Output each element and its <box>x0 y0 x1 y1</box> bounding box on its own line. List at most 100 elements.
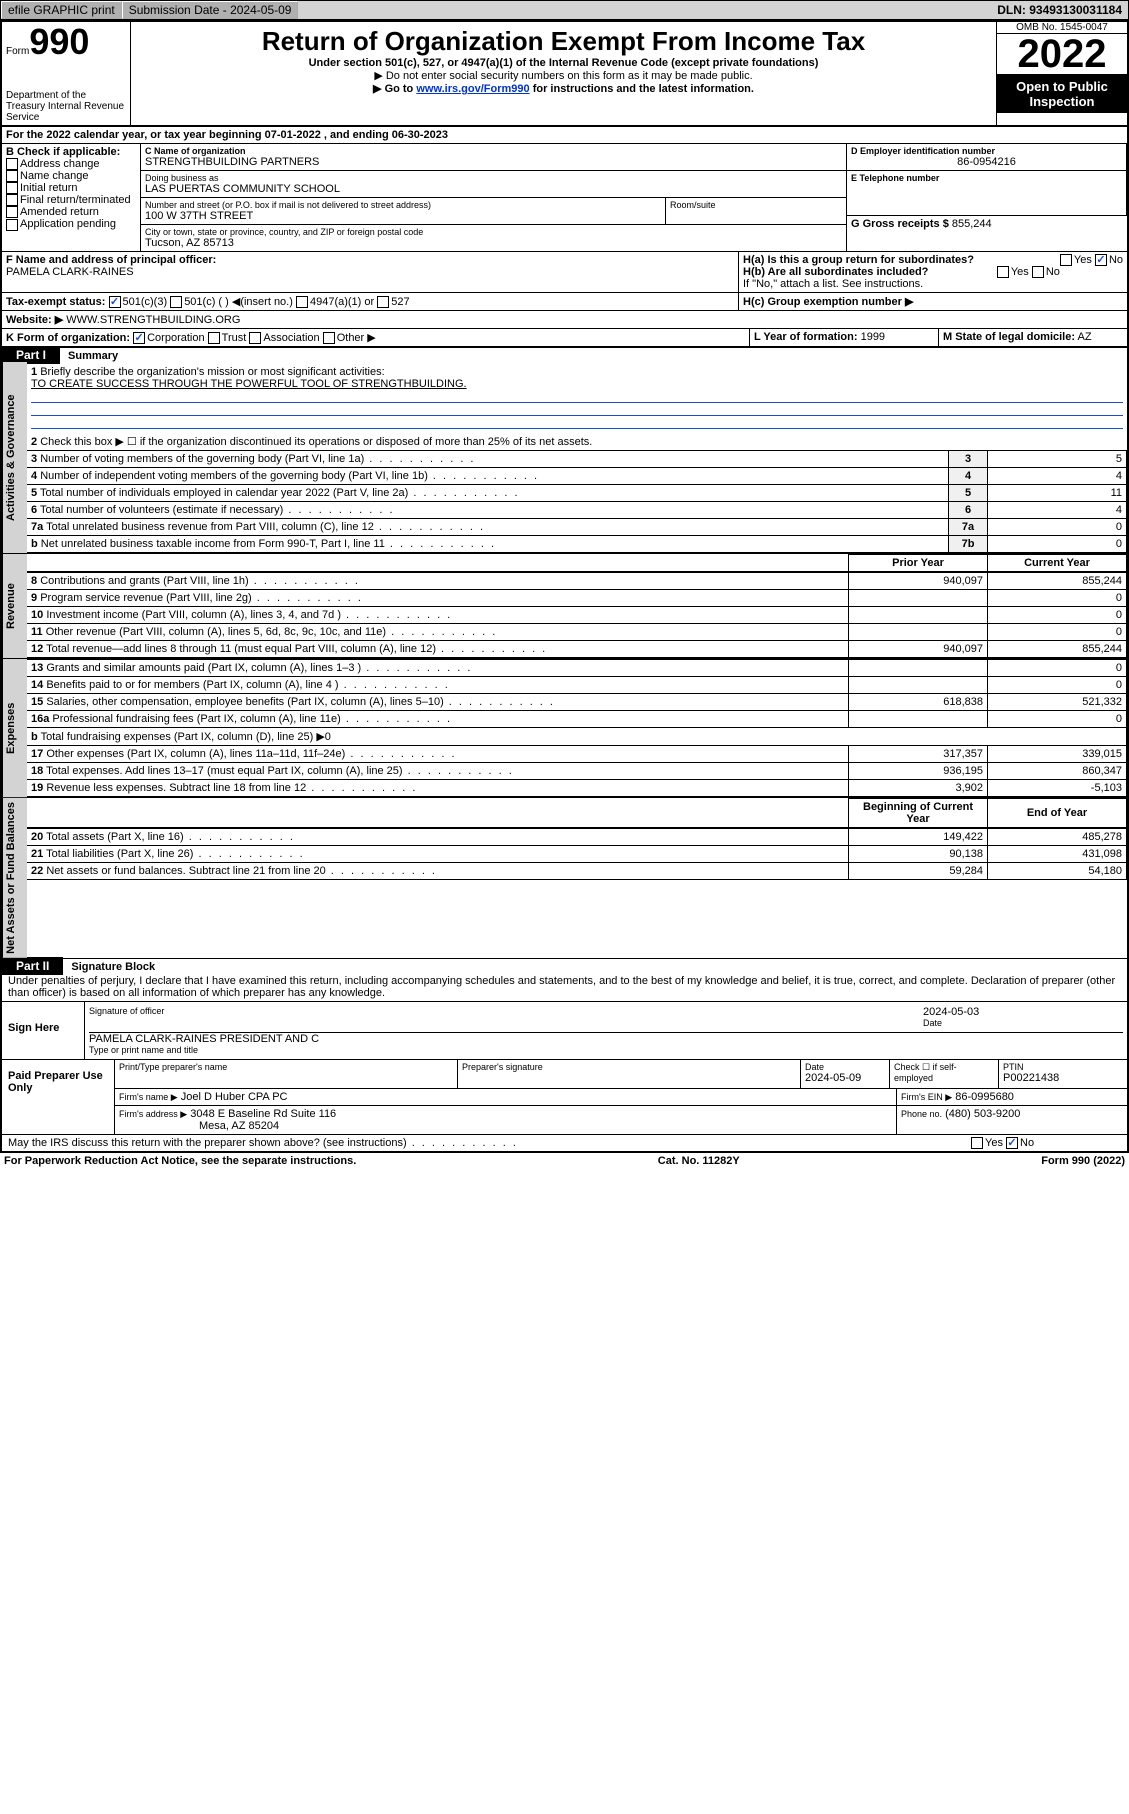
summary-line-17: Other expenses (Part IX, column (A), lin… <box>46 748 456 760</box>
f-label: F Name and address of principal officer: <box>6 254 734 266</box>
prep-sig-label: Preparer's signature <box>462 1062 796 1072</box>
check-other[interactable] <box>323 332 335 344</box>
tax-year: 2022 <box>997 33 1127 75</box>
prior-18: 936,195 <box>849 763 988 780</box>
summary-line-21: Total liabilities (Part X, line 26) <box>46 848 305 860</box>
prior-20: 149,422 <box>849 829 988 846</box>
ptin-label: PTIN <box>1003 1062 1123 1072</box>
summary-line-10: Investment income (Part VIII, column (A)… <box>46 609 452 621</box>
current-10: 0 <box>988 607 1127 624</box>
hb-label: H(b) Are all subordinates included? Yes … <box>743 266 1123 278</box>
org-name: STRENGTHBUILDING PARTNERS <box>145 156 842 168</box>
discuss-yes[interactable] <box>971 1137 983 1149</box>
irs-link[interactable]: www.irs.gov/Form990 <box>416 83 529 95</box>
summary-line-4: Number of independent voting members of … <box>40 470 539 482</box>
firm-ein: 86-0995680 <box>955 1091 1014 1103</box>
prior-15: 618,838 <box>849 694 988 711</box>
check-initial[interactable] <box>6 182 18 194</box>
note-link: ▶ Go to www.irs.gov/Form990 for instruct… <box>135 82 992 95</box>
summary-line-22: Net assets or fund balances. Subtract li… <box>46 865 437 877</box>
officer-name: PAMELA CLARK-RAINES <box>6 266 734 278</box>
current-year-header: Current Year <box>988 555 1127 572</box>
open-public-label: Open to Public Inspection <box>997 75 1127 113</box>
check-assoc[interactable] <box>249 332 261 344</box>
check-corp[interactable]: ✓ <box>133 332 145 344</box>
check-501c3[interactable]: ✓ <box>109 296 121 308</box>
summary-line-6: Total number of volunteers (estimate if … <box>40 504 395 516</box>
vtab-netassets: Net Assets or Fund Balances <box>2 798 27 958</box>
summary-line-16a: Professional fundraising fees (Part IX, … <box>52 713 452 725</box>
website-value: WWW.STRENGTHBUILDING.ORG <box>66 314 240 326</box>
summary-line-14: Benefits paid to or for members (Part IX… <box>46 679 449 691</box>
ha-no[interactable]: ✓ <box>1095 254 1107 266</box>
k-label: K Form of organization: <box>6 332 130 344</box>
line-key-7b: 7b <box>949 536 988 553</box>
ha-yes[interactable] <box>1060 254 1072 266</box>
prior-13 <box>849 660 988 677</box>
check-trust[interactable] <box>208 332 220 344</box>
line-val-7a: 0 <box>988 519 1127 536</box>
dba-value: LAS PUERTAS COMMUNITY SCHOOL <box>145 183 842 195</box>
form-number: 990 <box>29 21 89 62</box>
prior-22: 59,284 <box>849 863 988 880</box>
type-name-label: Type or print name and title <box>89 1045 1123 1055</box>
summary-line-8: Contributions and grants (Part VIII, lin… <box>40 575 360 587</box>
street-value: 100 W 37TH STREET <box>145 210 661 222</box>
current-18: 860,347 <box>988 763 1127 780</box>
top-toolbar: efile GRAPHIC print Submission Date - 20… <box>0 0 1129 20</box>
current-14: 0 <box>988 677 1127 694</box>
check-final[interactable] <box>6 194 18 206</box>
l-label: L Year of formation: <box>754 331 858 343</box>
begin-year-header: Beginning of Current Year <box>849 799 988 828</box>
check-4947[interactable] <box>296 296 308 308</box>
q2-label: Check this box ▶ ☐ if the organization d… <box>40 436 592 448</box>
form-title: Return of Organization Exempt From Incom… <box>135 26 992 57</box>
firm-name: Joel D Huber CPA PC <box>181 1091 288 1103</box>
cat-no: Cat. No. 11282Y <box>658 1155 740 1167</box>
state-domicile: AZ <box>1077 331 1091 343</box>
summary-line-12: Total revenue—add lines 8 through 11 (mu… <box>46 643 547 655</box>
summary-line-3: Number of voting members of the governin… <box>40 453 475 465</box>
check-pending[interactable] <box>6 219 18 231</box>
d-label: D Employer identification number <box>851 146 1122 156</box>
current-15: 521,332 <box>988 694 1127 711</box>
street-label: Number and street (or P.O. box if mail i… <box>145 200 661 210</box>
sig-date-label: Date <box>923 1018 1123 1028</box>
firm-city: Mesa, AZ 85204 <box>119 1120 892 1132</box>
prior-8: 940,097 <box>849 573 988 590</box>
hb-note: If "No," attach a list. See instructions… <box>743 278 1123 290</box>
prior-12: 940,097 <box>849 641 988 658</box>
c-name-label: C Name of organization <box>145 146 842 156</box>
check-amended[interactable] <box>6 206 18 218</box>
gross-receipts: 855,244 <box>952 218 992 230</box>
hb-no[interactable] <box>1032 266 1044 278</box>
prior-19: 3,902 <box>849 780 988 797</box>
line-val-4: 4 <box>988 468 1127 485</box>
room-label: Room/suite <box>670 200 842 210</box>
line-key-6: 6 <box>949 502 988 519</box>
officer-name-title: PAMELA CLARK-RAINES PRESIDENT AND C <box>89 1033 1123 1045</box>
sign-here-label: Sign Here <box>2 1002 85 1059</box>
summary-line-19: Revenue less expenses. Subtract line 18 … <box>46 782 417 794</box>
prep-date-value: 2024-05-09 <box>805 1072 885 1084</box>
line-key-4: 4 <box>949 468 988 485</box>
firm-phone: (480) 503-9200 <box>945 1108 1020 1120</box>
check-address[interactable] <box>6 158 18 170</box>
prep-name-label: Print/Type preparer's name <box>119 1062 453 1072</box>
discuss-no[interactable]: ✓ <box>1006 1137 1018 1149</box>
check-namechange[interactable] <box>6 170 18 182</box>
paperwork-notice: For Paperwork Reduction Act Notice, see … <box>4 1155 356 1167</box>
line-key-5: 5 <box>949 485 988 502</box>
hb-yes[interactable] <box>997 266 1009 278</box>
prior-10 <box>849 607 988 624</box>
efile-print-button[interactable]: efile GRAPHIC print <box>1 1 122 19</box>
check-501c[interactable] <box>170 296 182 308</box>
dba-label: Doing business as <box>145 173 842 183</box>
prior-21: 90,138 <box>849 846 988 863</box>
check-527[interactable] <box>377 296 389 308</box>
submission-date-button[interactable]: Submission Date - 2024-05-09 <box>122 1 299 19</box>
summary-line-7b: Net unrelated business taxable income fr… <box>41 538 496 550</box>
line-val-6: 4 <box>988 502 1127 519</box>
ptin-value: P00221438 <box>1003 1072 1123 1084</box>
dln-label: DLN: 93493130031184 <box>991 1 1128 19</box>
